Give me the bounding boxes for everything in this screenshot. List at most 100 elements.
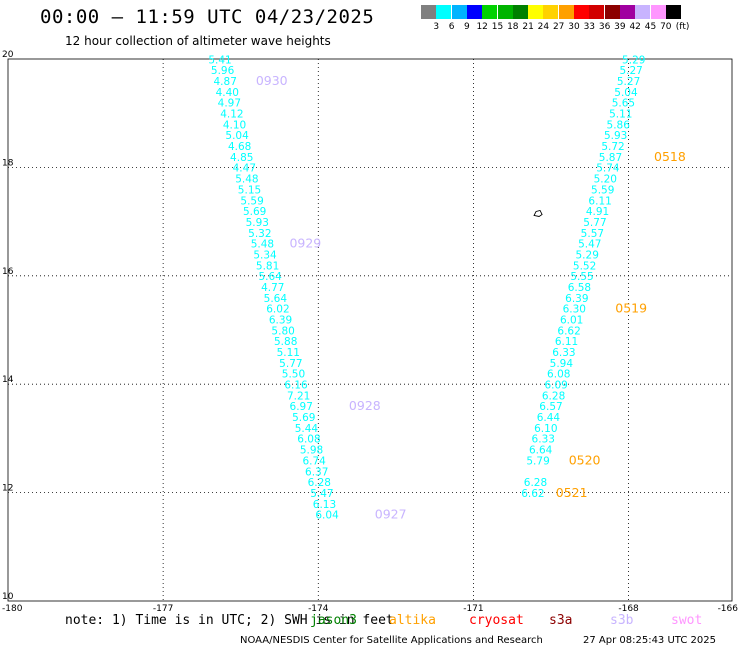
wave-height-label: 6.08 <box>297 434 320 446</box>
wave-height-label: 5.79 <box>526 455 549 467</box>
wave-height-label: 6.13 <box>313 499 336 511</box>
wave-height-label: 6.62 <box>557 325 580 337</box>
wave-height-label: 6.58 <box>568 282 591 294</box>
wave-height-label: 6.01 <box>560 314 583 326</box>
wave-height-label: 5.57 <box>581 228 604 240</box>
page-subtitle: 12 hour collection of altimeter wave hei… <box>65 34 331 48</box>
wave-height-label: 5.27 <box>617 76 640 88</box>
legend-swatch <box>512 5 528 19</box>
legend-label: 18 <box>507 22 519 32</box>
wave-height-label: 5.47 <box>578 239 601 251</box>
wave-height-label: 5.74 <box>596 163 620 175</box>
wave-height-label: 5.87 <box>599 152 622 164</box>
wave-height-label: 4.91 <box>586 206 609 218</box>
wave-height-label: 6.16 <box>284 380 308 392</box>
wave-height-label: 5.88 <box>274 336 297 348</box>
legend-label: 70 <box>660 22 672 32</box>
wave-height-label: 5.29 <box>622 54 645 66</box>
wave-height-label: 4.85 <box>230 152 253 164</box>
wave-height-label: 5.93 <box>246 217 269 229</box>
legend-swatch <box>558 5 574 19</box>
wave-height-label: 4.47 <box>233 163 256 175</box>
wave-height-label: 5.59 <box>591 184 614 196</box>
legend-label: 6 <box>448 22 455 32</box>
x-tick-label: -168 <box>618 604 639 614</box>
legend-label: 30 <box>568 22 580 32</box>
legend-label: 27 <box>552 22 565 32</box>
legend-swatch <box>589 5 605 19</box>
wave-height-label: 6.10 <box>534 423 557 435</box>
wave-height-label: 5.55 <box>570 271 593 283</box>
pass-time-label: 0930 <box>256 73 288 88</box>
wave-height-label: 4.68 <box>228 141 251 153</box>
legend-swatch <box>451 5 467 19</box>
legend-unit: (ft) <box>675 22 690 32</box>
wave-height-label: 5.69 <box>243 206 266 218</box>
legend-label: 33 <box>583 22 596 32</box>
wave-height-label: 6.11 <box>555 336 578 348</box>
satellite-label-s3a: s3a <box>549 613 573 628</box>
wave-height-label: 6.57 <box>539 401 562 413</box>
credit-line: NOAA/NESDIS Center for Satellite Applica… <box>240 635 543 646</box>
legend-label: 9 <box>464 22 470 32</box>
wave-height-label: 5.64 <box>258 271 282 283</box>
wave-height-label: 4.97 <box>218 98 241 110</box>
legend-swatch <box>436 5 452 19</box>
legend-swatch <box>543 5 559 19</box>
wave-height-label: 5.44 <box>295 423 319 435</box>
y-tick-label: 16 <box>2 267 14 277</box>
satellite-label-cryosat: cryosat <box>469 613 524 628</box>
wave-height-label: 5.15 <box>238 184 261 196</box>
legend-swatch <box>574 5 589 19</box>
wave-height-label: 7.21 <box>287 390 310 402</box>
y-tick-label: 20 <box>2 50 14 60</box>
wave-height-label: 6.39 <box>269 314 292 326</box>
satellite-label-jason3: jason3 <box>310 613 357 628</box>
y-tick-label: 10 <box>2 592 14 602</box>
wave-height-label: 5.29 <box>576 249 599 261</box>
legend-label: 36 <box>598 22 611 32</box>
x-tick-label: -171 <box>463 604 483 614</box>
pass-time-label: 0519 <box>615 301 647 316</box>
legend-swatch <box>528 5 544 19</box>
wave-height-label: 6.37 <box>305 466 328 478</box>
wave-height-label: 6.04 <box>315 510 339 522</box>
wave-height-label: 4.10 <box>223 119 246 131</box>
legend-label: 21 <box>522 22 534 32</box>
wave-height-label: 5.11 <box>277 347 300 359</box>
wave-height-label: 5.52 <box>573 260 596 272</box>
wave-height-label: 5.41 <box>208 54 231 66</box>
y-tick-label: 18 <box>2 158 14 168</box>
satellite-label-swot: swot <box>671 613 703 628</box>
wave-height-label: 5.50 <box>282 369 305 381</box>
legend-label: 39 <box>614 22 626 32</box>
pass-time-label: 0928 <box>349 398 381 413</box>
wave-height-label: 6.97 <box>290 401 313 413</box>
legend-swatch <box>482 5 498 19</box>
wave-height-label: 4.40 <box>216 87 239 99</box>
legend-label: 15 <box>491 22 504 32</box>
wave-height-label: 6.74 <box>302 455 326 467</box>
legend-label: 45 <box>644 22 657 32</box>
wave-height-label: 5.20 <box>594 174 617 186</box>
wave-height-label: 5.04 <box>225 130 249 142</box>
wave-height-label: 6.02 <box>266 304 289 316</box>
satellite-label-altika: altika <box>389 613 436 628</box>
wave-height-label: 5.27 <box>619 65 642 77</box>
wave-height-label: 6.44 <box>537 412 561 424</box>
wave-height-label: 5.96 <box>211 65 235 77</box>
legend-label: 42 <box>629 22 641 32</box>
pass-time-label: 0929 <box>289 236 321 251</box>
wave-height-label: 5.93 <box>604 130 627 142</box>
wave-height-label: 5.77 <box>279 358 302 370</box>
pass-time-label: 0927 <box>375 507 407 522</box>
wave-height-label: 5.69 <box>292 412 315 424</box>
wave-height-label: 5.77 <box>583 217 606 229</box>
wave-height-label: 5.47 <box>310 488 333 500</box>
wave-height-label: 6.62 <box>521 488 544 500</box>
wave-height-label: 6.64 <box>529 445 553 457</box>
wave-height-label: 6.39 <box>565 293 588 305</box>
legend-label: 24 <box>537 22 550 32</box>
y-tick-label: 14 <box>2 375 14 385</box>
island-marker <box>533 209 543 217</box>
